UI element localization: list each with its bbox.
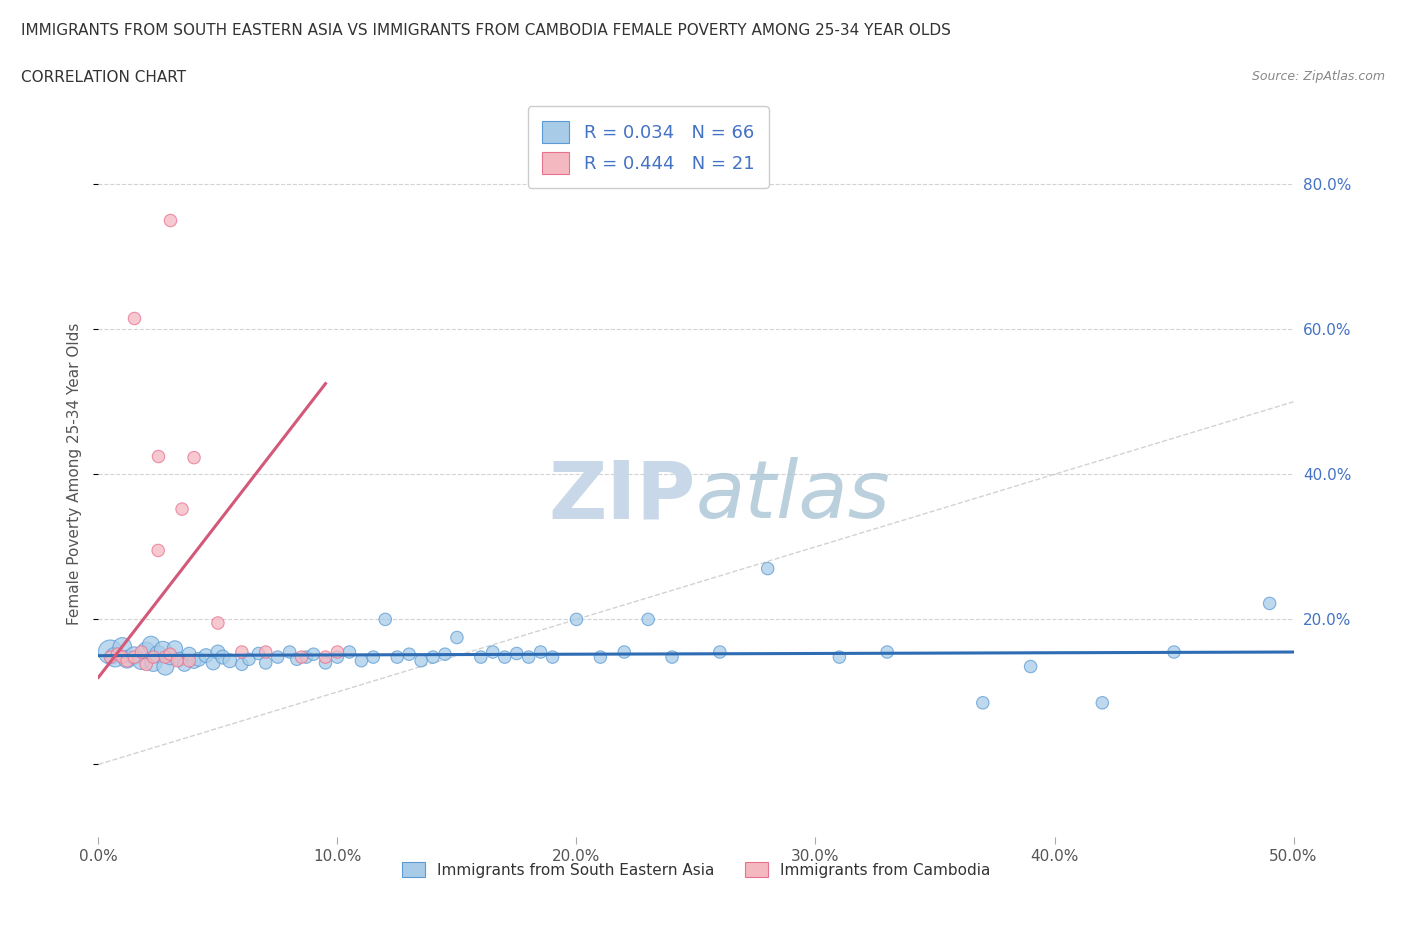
Point	[131, 644, 153, 659]
Point	[135, 657, 157, 671]
Point	[238, 652, 260, 667]
Point	[481, 644, 505, 659]
Point	[139, 637, 162, 652]
Point	[326, 644, 349, 659]
Point	[98, 650, 122, 665]
Point	[363, 650, 385, 665]
Point	[302, 646, 325, 661]
Y-axis label: Female Poverty Among 25-34 Year Olds: Female Poverty Among 25-34 Year Olds	[67, 323, 83, 626]
Point	[326, 650, 349, 665]
Point	[637, 612, 659, 627]
Point	[148, 543, 170, 558]
Point	[231, 644, 253, 659]
Point	[494, 650, 516, 665]
Point	[267, 650, 290, 665]
Point	[187, 652, 209, 667]
Point	[142, 656, 165, 671]
Point	[1258, 596, 1281, 611]
Point	[98, 644, 122, 659]
Point	[434, 646, 457, 661]
Point	[107, 646, 129, 661]
Point	[506, 646, 529, 661]
Point	[131, 653, 153, 668]
Text: atlas: atlas	[696, 457, 891, 535]
Text: Source: ZipAtlas.com: Source: ZipAtlas.com	[1251, 70, 1385, 83]
Text: CORRELATION CHART: CORRELATION CHART	[21, 70, 186, 85]
Point	[972, 696, 994, 711]
Point	[285, 652, 308, 667]
Point	[202, 656, 225, 671]
Point	[339, 644, 361, 659]
Text: ZIP: ZIP	[548, 457, 696, 535]
Point	[148, 646, 170, 661]
Point	[124, 650, 146, 665]
Point	[876, 644, 898, 659]
Point	[295, 650, 318, 665]
Legend: Immigrants from South Eastern Asia, Immigrants from Cambodia: Immigrants from South Eastern Asia, Immi…	[395, 856, 997, 884]
Point	[166, 653, 188, 668]
Point	[179, 653, 201, 668]
Point	[124, 648, 146, 663]
Point	[173, 657, 195, 671]
Point	[159, 213, 181, 228]
Point	[115, 652, 138, 667]
Point	[291, 650, 314, 665]
Point	[411, 653, 433, 668]
Point	[155, 659, 177, 674]
Point	[104, 650, 127, 665]
Point	[179, 646, 201, 661]
Point	[828, 650, 851, 665]
Point	[385, 650, 409, 665]
Point	[163, 641, 186, 656]
Point	[254, 644, 277, 659]
Point	[1163, 644, 1185, 659]
Point	[613, 644, 636, 659]
Point	[1019, 659, 1042, 674]
Point	[315, 650, 337, 665]
Point	[398, 646, 420, 661]
Point	[155, 650, 177, 665]
Point	[183, 450, 205, 465]
Point	[541, 650, 564, 665]
Point	[374, 612, 396, 627]
Point	[589, 650, 612, 665]
Point	[315, 656, 337, 671]
Point	[159, 646, 181, 661]
Point	[254, 656, 277, 671]
Point	[661, 650, 683, 665]
Point	[142, 650, 165, 665]
Point	[211, 650, 233, 665]
Point	[207, 644, 229, 659]
Point	[111, 650, 134, 665]
Point	[207, 616, 229, 631]
Text: IMMIGRANTS FROM SOUTH EASTERN ASIA VS IMMIGRANTS FROM CAMBODIA FEMALE POVERTY AM: IMMIGRANTS FROM SOUTH EASTERN ASIA VS IM…	[21, 23, 950, 38]
Point	[1091, 696, 1114, 711]
Point	[756, 561, 779, 576]
Point	[115, 653, 138, 668]
Point	[152, 643, 174, 658]
Point	[231, 657, 253, 671]
Point	[172, 501, 194, 516]
Point	[169, 652, 191, 667]
Point	[183, 654, 205, 669]
Point	[219, 653, 242, 668]
Point	[517, 650, 540, 665]
Point	[278, 644, 301, 659]
Point	[446, 631, 468, 645]
Point	[111, 640, 134, 655]
Point	[135, 644, 157, 658]
Point	[159, 650, 181, 665]
Point	[247, 646, 270, 661]
Point	[350, 653, 373, 668]
Point	[148, 449, 170, 464]
Point	[195, 648, 218, 663]
Point	[470, 650, 492, 665]
Point	[565, 612, 588, 627]
Point	[530, 644, 553, 659]
Point	[124, 311, 146, 325]
Point	[709, 644, 731, 659]
Point	[422, 650, 444, 665]
